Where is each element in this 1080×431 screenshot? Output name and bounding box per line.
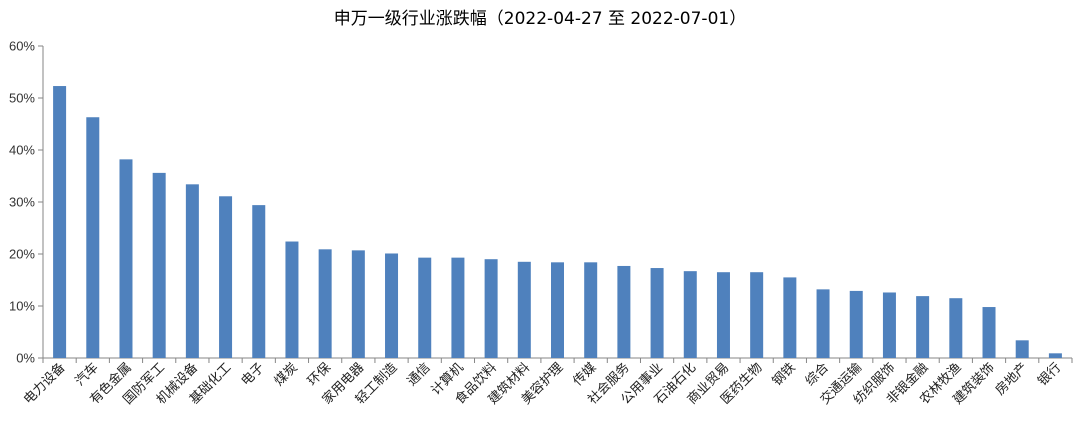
y-tick-label: 50%	[9, 91, 35, 106]
bar	[517, 261, 531, 358]
bar	[285, 241, 299, 358]
bars	[53, 86, 1062, 359]
x-tick-label: 银行	[1035, 360, 1064, 389]
bar	[882, 292, 896, 358]
y-tick-label: 10%	[9, 299, 35, 314]
bar	[650, 268, 664, 358]
x-tick-label: 通信	[405, 360, 434, 389]
bar	[53, 86, 67, 358]
y-tick-label: 0%	[16, 351, 35, 366]
bar	[617, 265, 631, 358]
bar	[551, 262, 564, 358]
bar	[982, 307, 996, 358]
bar	[484, 259, 498, 358]
bar	[584, 262, 598, 358]
bar	[252, 205, 266, 358]
x-tick-label: 煤炭	[272, 360, 301, 389]
bar	[916, 296, 930, 358]
bar	[783, 277, 797, 358]
bar	[716, 272, 730, 358]
bar	[816, 289, 830, 358]
bar	[385, 253, 399, 358]
bar	[750, 272, 764, 358]
bar	[418, 257, 432, 358]
bar	[1015, 340, 1029, 358]
bar	[451, 257, 465, 358]
y-tick-label: 60%	[9, 39, 35, 54]
y-axis: 0% 10% 20% 30% 40% 50% 60%	[9, 39, 44, 366]
chart-title: 申万一级行业涨跌幅（2022-04-27 至 2022-07-01）	[334, 9, 746, 29]
bar	[1048, 353, 1062, 358]
bar	[318, 249, 332, 358]
bar	[86, 117, 100, 359]
bar	[849, 290, 863, 358]
y-tick-label: 20%	[9, 247, 35, 262]
y-tick-label: 30%	[9, 195, 35, 210]
bar	[219, 196, 233, 358]
x-tick-label: 房地产	[992, 360, 1031, 399]
bar	[683, 271, 697, 358]
x-tick-label: 环保	[305, 360, 334, 389]
x-tick-label: 电力设备	[20, 360, 68, 408]
y-tick-label: 40%	[9, 143, 35, 158]
bar	[185, 184, 199, 358]
bar	[152, 172, 166, 358]
bar	[949, 298, 963, 358]
x-tick-label: 电子	[239, 360, 268, 389]
bar	[119, 159, 133, 358]
x-tick-label: 汽车	[72, 360, 102, 390]
x-tick-label: 钢铁	[770, 360, 799, 389]
x-tick-label: 传媒	[571, 360, 600, 389]
x-tick-label: 综合	[803, 360, 832, 389]
bar	[351, 250, 365, 358]
